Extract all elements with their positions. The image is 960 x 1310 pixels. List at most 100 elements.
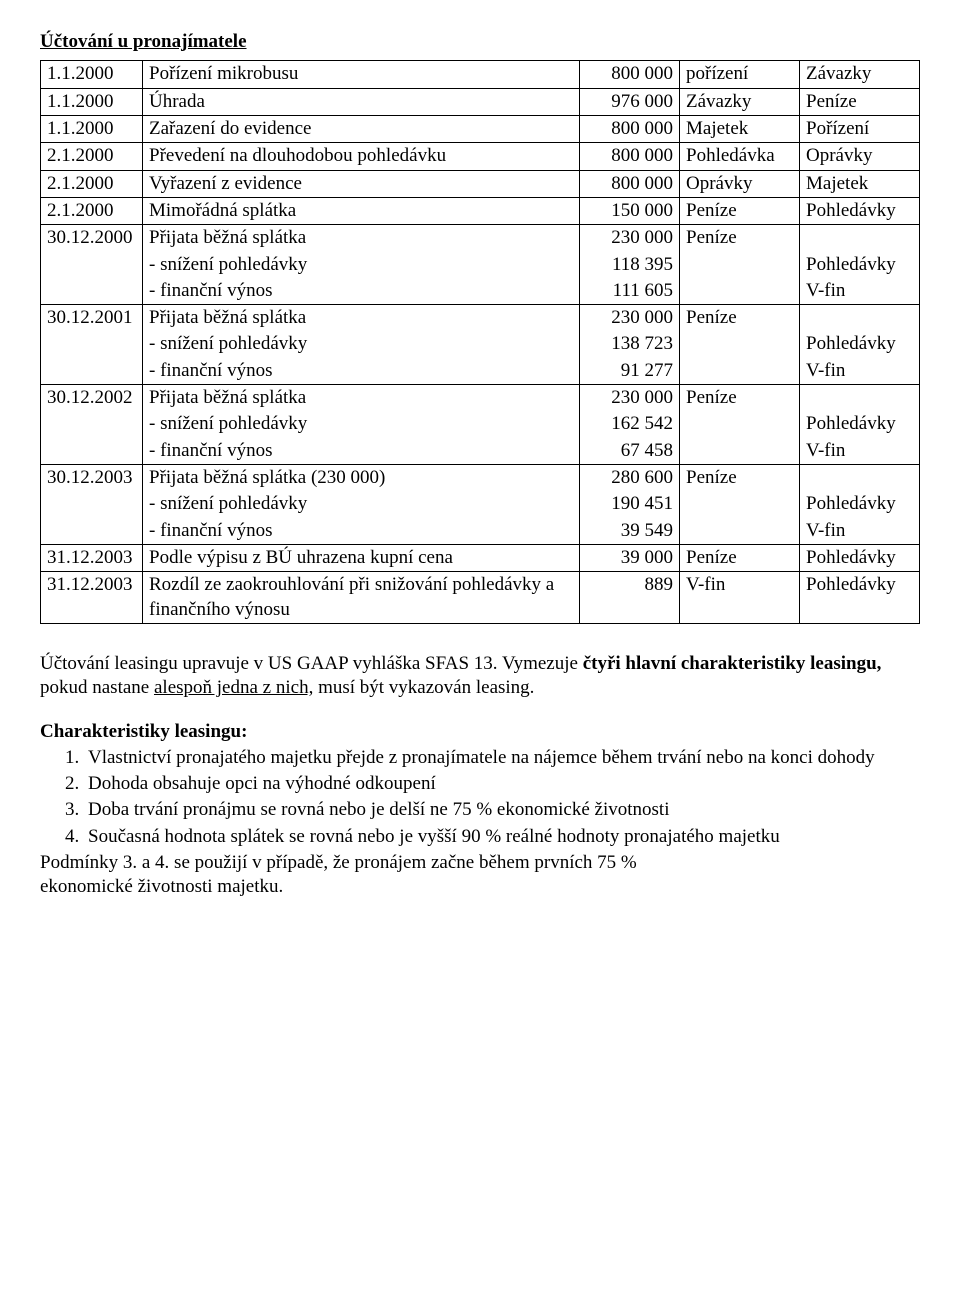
table-cell: Majetek (800, 170, 920, 197)
table-cell: Přijata běžná splátka (143, 225, 580, 252)
accounting-table: 1.1.2000Pořízení mikrobusu800 000pořízen… (40, 60, 920, 624)
table-cell (41, 438, 143, 465)
table-cell (800, 385, 920, 412)
table-row: 1.1.2000Pořízení mikrobusu800 000pořízen… (41, 61, 920, 88)
table-cell: Pohledávky (800, 197, 920, 224)
list-item: Vlastnictví pronajatého majetku přejde z… (84, 746, 920, 770)
table-cell (41, 491, 143, 517)
table-cell: - snížení pohledávky (143, 331, 580, 357)
table-cell: V-fin (680, 572, 800, 624)
table-cell: 800 000 (580, 143, 680, 170)
table-row: 30.12.2003Přijata běžná splátka (230 000… (41, 465, 920, 492)
table-cell (800, 305, 920, 332)
table-cell: Pohledávky (800, 491, 920, 517)
table-cell: 230 000 (580, 305, 680, 332)
table-cell: Vyřazení z evidence (143, 170, 580, 197)
table-cell: - snížení pohledávky (143, 491, 580, 517)
table-cell: Závazky (800, 61, 920, 88)
table-cell: 2.1.2000 (41, 197, 143, 224)
table-row: 30.12.2001Přijata běžná splátka230 000Pe… (41, 305, 920, 332)
table-cell (41, 358, 143, 385)
characteristics-heading: Charakteristiky leasingu: (40, 720, 920, 744)
table-cell (680, 438, 800, 465)
list-item: Doba trvání pronájmu se rovná nebo je de… (84, 798, 920, 822)
table-cell (800, 465, 920, 492)
section-title: Účtování u pronajímatele (40, 30, 920, 54)
table-row: - snížení pohledávky162 542 Pohledávky (41, 411, 920, 437)
table-cell: V-fin (800, 518, 920, 545)
table-cell: V-fin (800, 278, 920, 305)
table-cell: 111 605 (580, 278, 680, 305)
para1-underline: alespoň jedna z nich, (154, 677, 313, 698)
table-row: - finanční výnos111 605 V-fin (41, 278, 920, 305)
para1-post: musí být vykazován leasing. (313, 677, 534, 698)
table-cell (680, 331, 800, 357)
table-cell: 138 723 (580, 331, 680, 357)
table-cell: Peníze (800, 88, 920, 115)
table-cell (680, 518, 800, 545)
table-row: - finanční výnos67 458V-fin (41, 438, 920, 465)
table-cell: 800 000 (580, 115, 680, 142)
table-cell: Podle výpisu z BÚ uhrazena kupní cena (143, 544, 580, 571)
table-cell: 118 395 (580, 252, 680, 278)
table-row: - finanční výnos39 549 V-fin (41, 518, 920, 545)
table-cell: 976 000 (580, 88, 680, 115)
table-row: 30.12.2000Přijata běžná splátka230 000Pe… (41, 225, 920, 252)
table-cell: 230 000 (580, 225, 680, 252)
table-cell: 800 000 (580, 61, 680, 88)
table-cell (41, 278, 143, 305)
table-cell: 30.12.2001 (41, 305, 143, 332)
table-cell (800, 225, 920, 252)
table-cell: 31.12.2003 (41, 572, 143, 624)
table-cell: Rozdíl ze zaokrouhlování při snižování p… (143, 572, 580, 624)
table-cell: 31.12.2003 (41, 544, 143, 571)
table-cell: 1.1.2000 (41, 61, 143, 88)
table-cell: pořízení (680, 61, 800, 88)
table-cell (680, 278, 800, 305)
table-row: - snížení pohledávky190 451Pohledávky (41, 491, 920, 517)
table-cell: Oprávky (680, 170, 800, 197)
gaap-paragraph: Účtování leasingu upravuje v US GAAP vyh… (40, 652, 920, 701)
table-cell (41, 518, 143, 545)
table-cell (41, 411, 143, 437)
table-row: 30.12.2002Přijata běžná splátka230 000Pe… (41, 385, 920, 412)
table-cell: Pohledávky (800, 252, 920, 278)
table-cell: Peníze (680, 385, 800, 412)
table-cell: V-fin (800, 358, 920, 385)
table-cell: Převedení na dlouhodobou pohledávku (143, 143, 580, 170)
table-row: 1.1.2000Zařazení do evidence800 000Majet… (41, 115, 920, 142)
table-row: 2.1.2000Převedení na dlouhodobou pohledá… (41, 143, 920, 170)
table-cell: 39 000 (580, 544, 680, 571)
table-cell: 91 277 (580, 358, 680, 385)
table-cell: Pohledávky (800, 411, 920, 437)
table-cell: Peníze (680, 197, 800, 224)
table-row: 1.1.2000Úhrada976 000ZávazkyPeníze (41, 88, 920, 115)
table-cell (680, 411, 800, 437)
table-cell: Závazky (680, 88, 800, 115)
para1-pre: Účtování leasingu upravuje v US GAAP vyh… (40, 653, 583, 674)
table-cell: 162 542 (580, 411, 680, 437)
table-cell: - finanční výnos (143, 358, 580, 385)
table-cell: 30.12.2000 (41, 225, 143, 252)
table-cell: 39 549 (580, 518, 680, 545)
table-row: 31.12.2003Rozdíl ze zaokrouhlování při s… (41, 572, 920, 624)
table-cell: - finanční výnos (143, 438, 580, 465)
table-cell: - snížení pohledávky (143, 411, 580, 437)
table-cell: Pohledávka (680, 143, 800, 170)
table-cell: Peníze (680, 305, 800, 332)
table-cell: Zařazení do evidence (143, 115, 580, 142)
characteristics-list: Vlastnictví pronajatého majetku přejde z… (40, 746, 920, 849)
table-row: - snížení pohledávky118 395Pohledávky (41, 252, 920, 278)
table-cell: 800 000 (580, 170, 680, 197)
table-cell: Peníze (680, 544, 800, 571)
table-cell: - finanční výnos (143, 518, 580, 545)
conditions-line-2: ekonomické životnosti majetku. (40, 875, 920, 899)
para1-bold: čtyři hlavní charakteristiky leasingu, (583, 653, 882, 674)
table-cell (680, 491, 800, 517)
table-row: 2.1.2000Mimořádná splátka150 000PenízePo… (41, 197, 920, 224)
list-item: Dohoda obsahuje opci na výhodné odkoupen… (84, 772, 920, 796)
table-cell: Pohledávky (800, 544, 920, 571)
table-cell: 280 600 (580, 465, 680, 492)
table-cell: - finanční výnos (143, 278, 580, 305)
table-cell: 1.1.2000 (41, 115, 143, 142)
